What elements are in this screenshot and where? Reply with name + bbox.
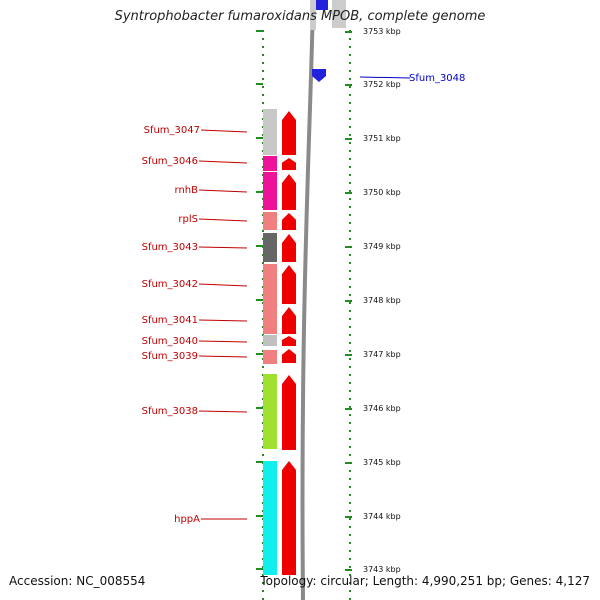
tick-label: 3746 kbp [363, 404, 401, 413]
gene-arrow[interactable] [282, 158, 296, 170]
backbone-curve [300, 0, 315, 600]
label-line [198, 410, 248, 413]
top-feature-blue [316, 0, 328, 10]
gene-label-rnhB[interactable]: rnhB [175, 185, 199, 196]
gene-arrow[interactable] [282, 375, 296, 450]
gene-arrow-Sfum_3048[interactable] [312, 69, 326, 82]
left-ring-ticks [256, 30, 263, 570]
tick-label: 3748 kbp [363, 296, 401, 305]
gene-label-Sfum_3041[interactable]: Sfum_3041 [142, 315, 198, 326]
top-feature-gray-left [310, 0, 316, 30]
tick-label: 3751 kbp [363, 134, 401, 143]
gene-arrow[interactable] [282, 111, 296, 155]
tick-label: 3752 kbp [363, 80, 401, 89]
gene-arrow[interactable] [282, 336, 296, 346]
gene-block-Sfum_3047[interactable] [263, 109, 277, 155]
label-line [198, 340, 248, 343]
gene-labels: Sfum_3047 Sfum_3046 rnhB rplS Sfum_3043 Sfum_… [142, 125, 248, 525]
gene-arrow[interactable] [282, 213, 296, 230]
accession-text: Accession: NC_008554 [9, 574, 146, 588]
gene-block-hppA[interactable] [263, 461, 277, 575]
gene-label-Sfum_3040[interactable]: Sfum_3040 [142, 336, 198, 347]
gene-label-Sfum_3043[interactable]: Sfum_3043 [142, 242, 198, 253]
gene-label-Sfum_3046[interactable]: Sfum_3046 [142, 156, 198, 167]
label-line [200, 129, 248, 133]
topology-text: Topology: circular; Length: 4,990,251 bp… [260, 574, 590, 588]
gene-label-Sfum_3047[interactable]: Sfum_3047 [144, 125, 200, 136]
tick-labels: 3753 kbp 3752 kbp 3751 kbp 3750 kbp 3749 kbp… [363, 27, 401, 574]
label-line [198, 160, 248, 164]
label-line [198, 218, 248, 222]
gene-block-rplS[interactable] [263, 212, 277, 230]
tick-label: 3745 kbp [363, 458, 401, 467]
gene-arrow[interactable] [282, 307, 296, 334]
gene-label-Sfum_3042[interactable]: Sfum_3042 [142, 279, 198, 290]
label-line [198, 246, 248, 249]
gene-arrow[interactable] [282, 265, 296, 304]
gene-block-Sfum_3039[interactable] [263, 350, 277, 364]
gene-label-rplS[interactable]: rplS [178, 214, 198, 225]
gene-arrow[interactable] [282, 174, 296, 210]
gene-label-Sfum_3038[interactable]: Sfum_3038 [142, 406, 198, 417]
label-line [198, 319, 248, 322]
right-ring-ticks [345, 31, 352, 571]
gene-color-blocks [263, 109, 277, 575]
tick-label: 3749 kbp [363, 242, 401, 251]
tick-label: 3744 kbp [363, 512, 401, 521]
tick-label: 3747 kbp [363, 350, 401, 359]
label-line [198, 283, 248, 287]
gene-block-Sfum_3043[interactable] [263, 233, 277, 262]
gene-block-Sfum_3040[interactable] [263, 335, 277, 346]
gene-block-rnhB[interactable] [263, 172, 277, 210]
gene-arrows [282, 111, 296, 575]
gene-arrow[interactable] [282, 461, 296, 575]
top-feature-gray [332, 0, 346, 28]
gene-label-hppA[interactable]: hppA [174, 514, 200, 525]
tick-label: 3743 kbp [363, 565, 401, 574]
gene-label-Sfum_3048[interactable]: Sfum_3048 [409, 73, 465, 84]
gene-block-Sfum_3042[interactable] [263, 264, 277, 334]
gene-arrow[interactable] [282, 234, 296, 262]
gene-block-Sfum_3046[interactable] [263, 156, 277, 171]
tick-label: 3753 kbp [363, 27, 401, 36]
gene-label-Sfum_3039[interactable]: Sfum_3039 [142, 351, 198, 362]
gene-arrow[interactable] [282, 349, 296, 363]
label-line [198, 355, 248, 358]
gene-block-Sfum_3038[interactable] [263, 374, 277, 449]
genome-title: Syntrophobacter fumaroxidans MPOB, compl… [114, 9, 486, 24]
label-line [198, 189, 248, 193]
label-line-Sfum_3048 [359, 76, 411, 79]
tick-label: 3750 kbp [363, 188, 401, 197]
